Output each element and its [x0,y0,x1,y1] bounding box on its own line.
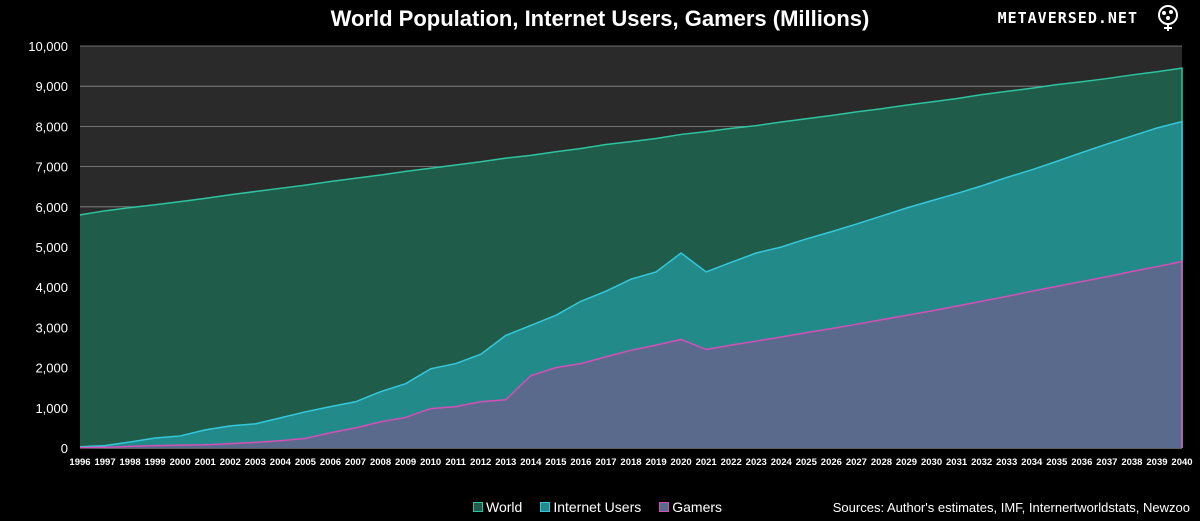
y-tick-label: 3,000 [35,320,68,335]
x-tick-label: 2022 [721,457,742,468]
x-tick-label: 2010 [420,457,441,468]
legend-swatch-gamers [659,502,670,512]
x-tick-label: 2034 [1021,457,1043,468]
x-tick-label: 2021 [696,457,718,468]
x-tick-label: 2033 [996,457,1017,468]
x-tick-label: 2026 [821,457,842,468]
y-tick-label: 8,000 [35,119,68,134]
x-tick-label: 2027 [846,457,867,468]
brand-name[interactable]: METAVERSED.NET [997,9,1138,27]
legend-swatch-internet-users [540,502,551,512]
x-tick-label: 2012 [470,457,491,468]
x-tick-label: 2009 [395,457,416,468]
x-tick-label: 2040 [1171,457,1192,468]
x-tick-label: 2024 [771,457,793,468]
line-gamers [79,260,1183,449]
legend-item-world: World [473,499,522,515]
y-tick-label: 7,000 [35,160,68,175]
x-tick-label: 2008 [370,457,391,468]
legend-label-gamers: Gamers [672,499,723,515]
x-tick-label: 1998 [120,457,141,468]
y-tick-label: 4,000 [35,280,68,295]
x-tick-label: 2001 [195,457,217,468]
x-tick-label: 2023 [746,457,767,468]
area-gamers [80,261,1182,448]
x-tick-label: 2037 [1096,457,1117,468]
x-tick-label: 2014 [520,457,542,468]
line-world [79,67,1183,448]
y-tick-label: 2,000 [35,361,68,376]
x-tick-label: 1997 [94,457,115,468]
x-tick-label: 2013 [495,457,516,468]
brain-tree-logo-icon [1158,5,1178,31]
y-tick-label: 10,000 [28,39,68,54]
legend-item-internet-users: Internet Users [540,499,641,515]
x-tick-label: 1999 [145,457,166,468]
x-tick-label: 2030 [921,457,942,468]
legend-swatch-world [473,502,483,512]
x-tick-label: 2039 [1146,457,1167,468]
legend-label-world: World [486,499,523,515]
chart-title: World Population, Internet Users, Gamers… [330,6,870,31]
y-tick-label: 5,000 [35,240,68,255]
line-internet-users [79,120,1183,448]
x-tick-label: 2005 [295,457,317,468]
x-tick-label: 2028 [871,457,892,468]
source-note: Sources: Author's estimates, IMF, Intern… [832,500,1190,515]
x-tick-label: 2032 [971,457,992,468]
y-tick-label: 1,000 [35,401,68,416]
x-tick-label: 2016 [570,457,591,468]
x-tick-label: 2029 [896,457,917,468]
x-tick-label: 2002 [220,457,241,468]
x-tick-label: 2006 [320,457,341,468]
x-tick-label: 2038 [1121,457,1142,468]
x-tick-label: 2020 [671,457,692,468]
x-tick-label: 2011 [445,457,466,468]
x-tick-label: 1996 [69,457,90,468]
legend-item-gamers: Gamers [659,499,722,515]
x-tick-label: 2035 [1046,457,1068,468]
x-tick-label: 2007 [345,457,366,468]
x-tick-label: 2019 [645,457,666,468]
x-tick-label: 2015 [545,457,567,468]
x-tick-label: 2000 [170,457,191,468]
y-tick-label: 0 [61,441,68,456]
x-tick-label: 2018 [620,457,641,468]
x-tick-label: 2036 [1071,457,1092,468]
x-tick-label: 2025 [796,457,818,468]
y-tick-label: 6,000 [35,200,68,215]
legend-label-internet-users: Internet Users [553,499,642,515]
x-tick-label: 2017 [595,457,616,468]
legend: World Internet Users Gamers [473,499,722,515]
x-tick-label: 2003 [245,457,266,468]
x-tick-label: 2004 [270,457,292,468]
x-tick-label: 2031 [946,457,968,468]
y-tick-label: 9,000 [35,79,68,94]
